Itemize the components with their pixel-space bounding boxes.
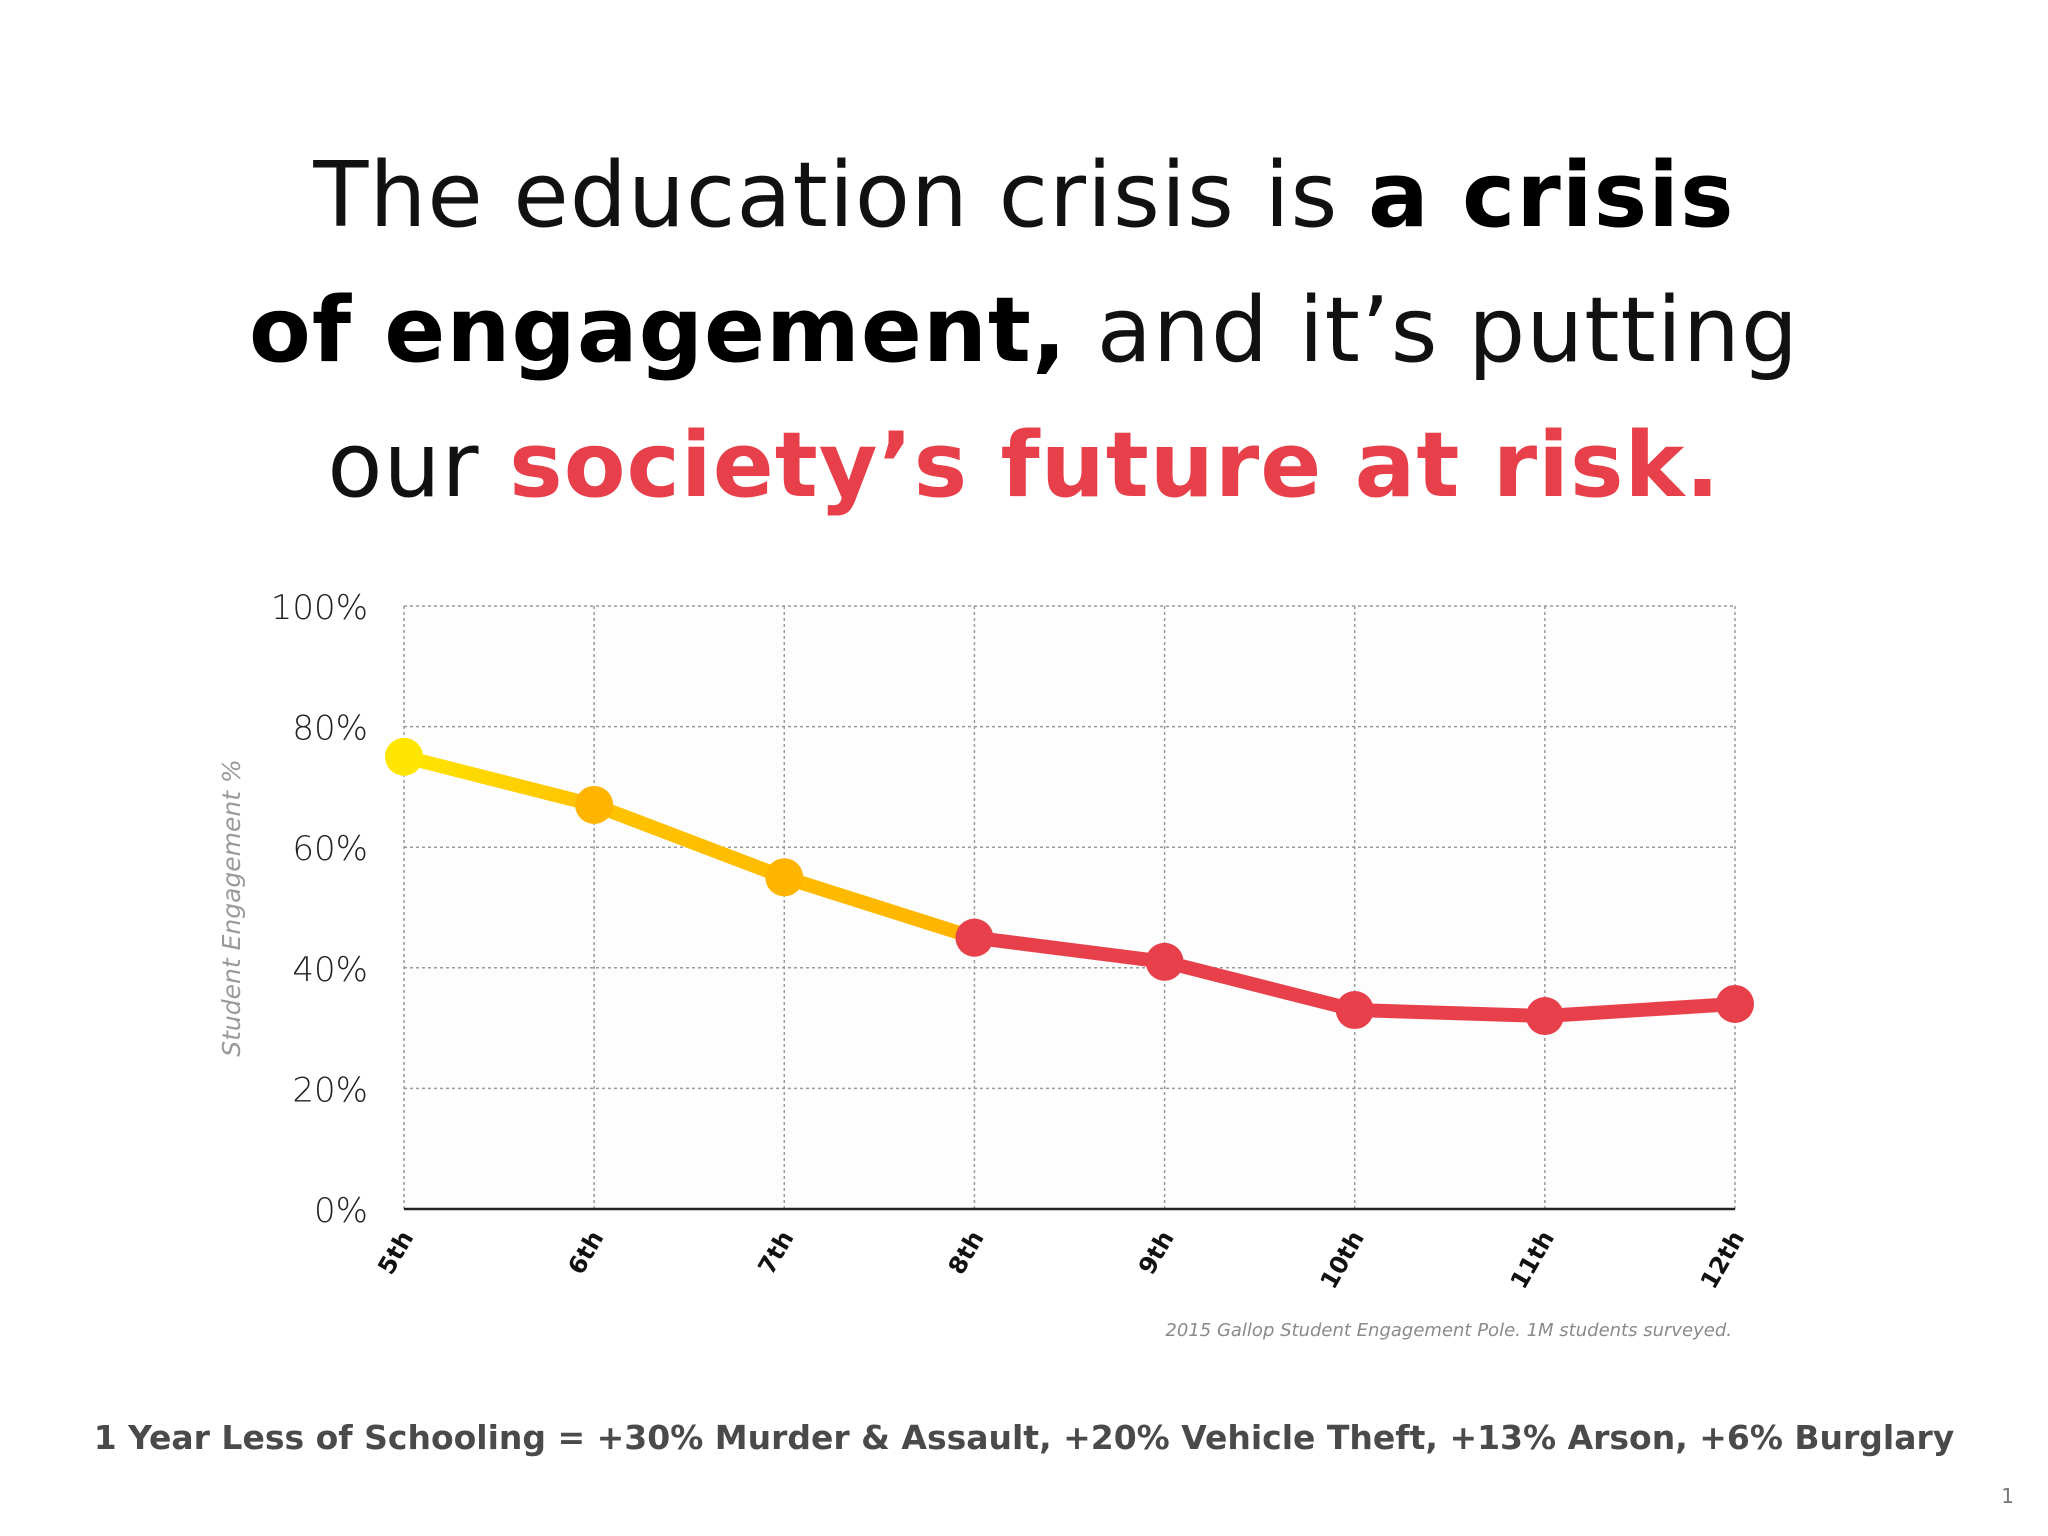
headline: The education crisis is a crisis of enga… (0, 128, 2048, 533)
series-line-segment (1347, 1003, 1552, 1024)
series-line-segment (967, 930, 1172, 969)
x-tick-label: 9th (1133, 1226, 1180, 1279)
x-tick-label: 12th (1695, 1226, 1750, 1294)
y-tick-label: 0% (314, 1191, 368, 1231)
y-axis-label: Student Engagement % (217, 759, 246, 1057)
headline-line-3-normal: our (327, 413, 510, 518)
x-tick-label: 8th (943, 1226, 990, 1279)
headline-line-3: our society’s future at risk. (0, 398, 2048, 533)
y-tick-label: 80% (292, 709, 368, 749)
y-tick-label: 60% (292, 829, 368, 869)
headline-line-2: of engagement, and it’s putting (0, 263, 2048, 398)
data-point (765, 858, 804, 897)
x-tick-labels: 5th 6th 7th 8th 9th 10th 11th 12th (372, 1226, 1750, 1294)
headline-line-2-bold: of engagement, (248, 278, 1068, 383)
series-line-segment (777, 870, 982, 945)
headline-line-2-normal: and it’s putting (1067, 278, 1799, 383)
data-point (1716, 984, 1754, 1023)
series-line-segment (397, 749, 602, 812)
data-point (1335, 991, 1374, 1030)
data-points (385, 737, 1754, 1036)
x-tick-label: 7th (753, 1226, 800, 1279)
data-point (385, 737, 423, 776)
headline-line-1-bold: a crisis (1367, 143, 1735, 248)
x-tick-label: 5th (372, 1226, 419, 1279)
data-point (1525, 997, 1564, 1036)
source-footnote: 2015 Gallop Student Engagement Pole. 1M … (1165, 1320, 1732, 1341)
x-tick-label: 10th (1315, 1226, 1370, 1294)
x-tick-label: 11th (1505, 1226, 1560, 1294)
data-point (955, 918, 994, 957)
y-tick-labels: 0% 20% 40% 60% 80% 100% (271, 588, 368, 1231)
grid (403, 605, 1736, 1209)
headline-line-1-normal: The education crisis is (313, 143, 1368, 248)
page-number: 1 (2001, 1484, 2014, 1508)
data-point (575, 785, 614, 824)
y-tick-label: 40% (292, 950, 368, 990)
headline-line-3-accent: society’s future at risk. (509, 413, 1721, 518)
y-tick-label: 100% (271, 588, 368, 628)
plot-background (404, 606, 1735, 1209)
series-line-segment (587, 797, 792, 885)
series-line-segment (1157, 954, 1362, 1018)
bottom-statistic: 1 Year Less of Schooling = +30% Murder &… (93, 1418, 1955, 1457)
data-point (1145, 942, 1184, 981)
headline-line-1: The education crisis is a crisis (0, 128, 2048, 263)
series (397, 749, 1742, 1024)
y-tick-label: 20% (292, 1070, 368, 1110)
series-line-segment (1537, 996, 1742, 1024)
x-tick-label: 6th (562, 1226, 609, 1279)
